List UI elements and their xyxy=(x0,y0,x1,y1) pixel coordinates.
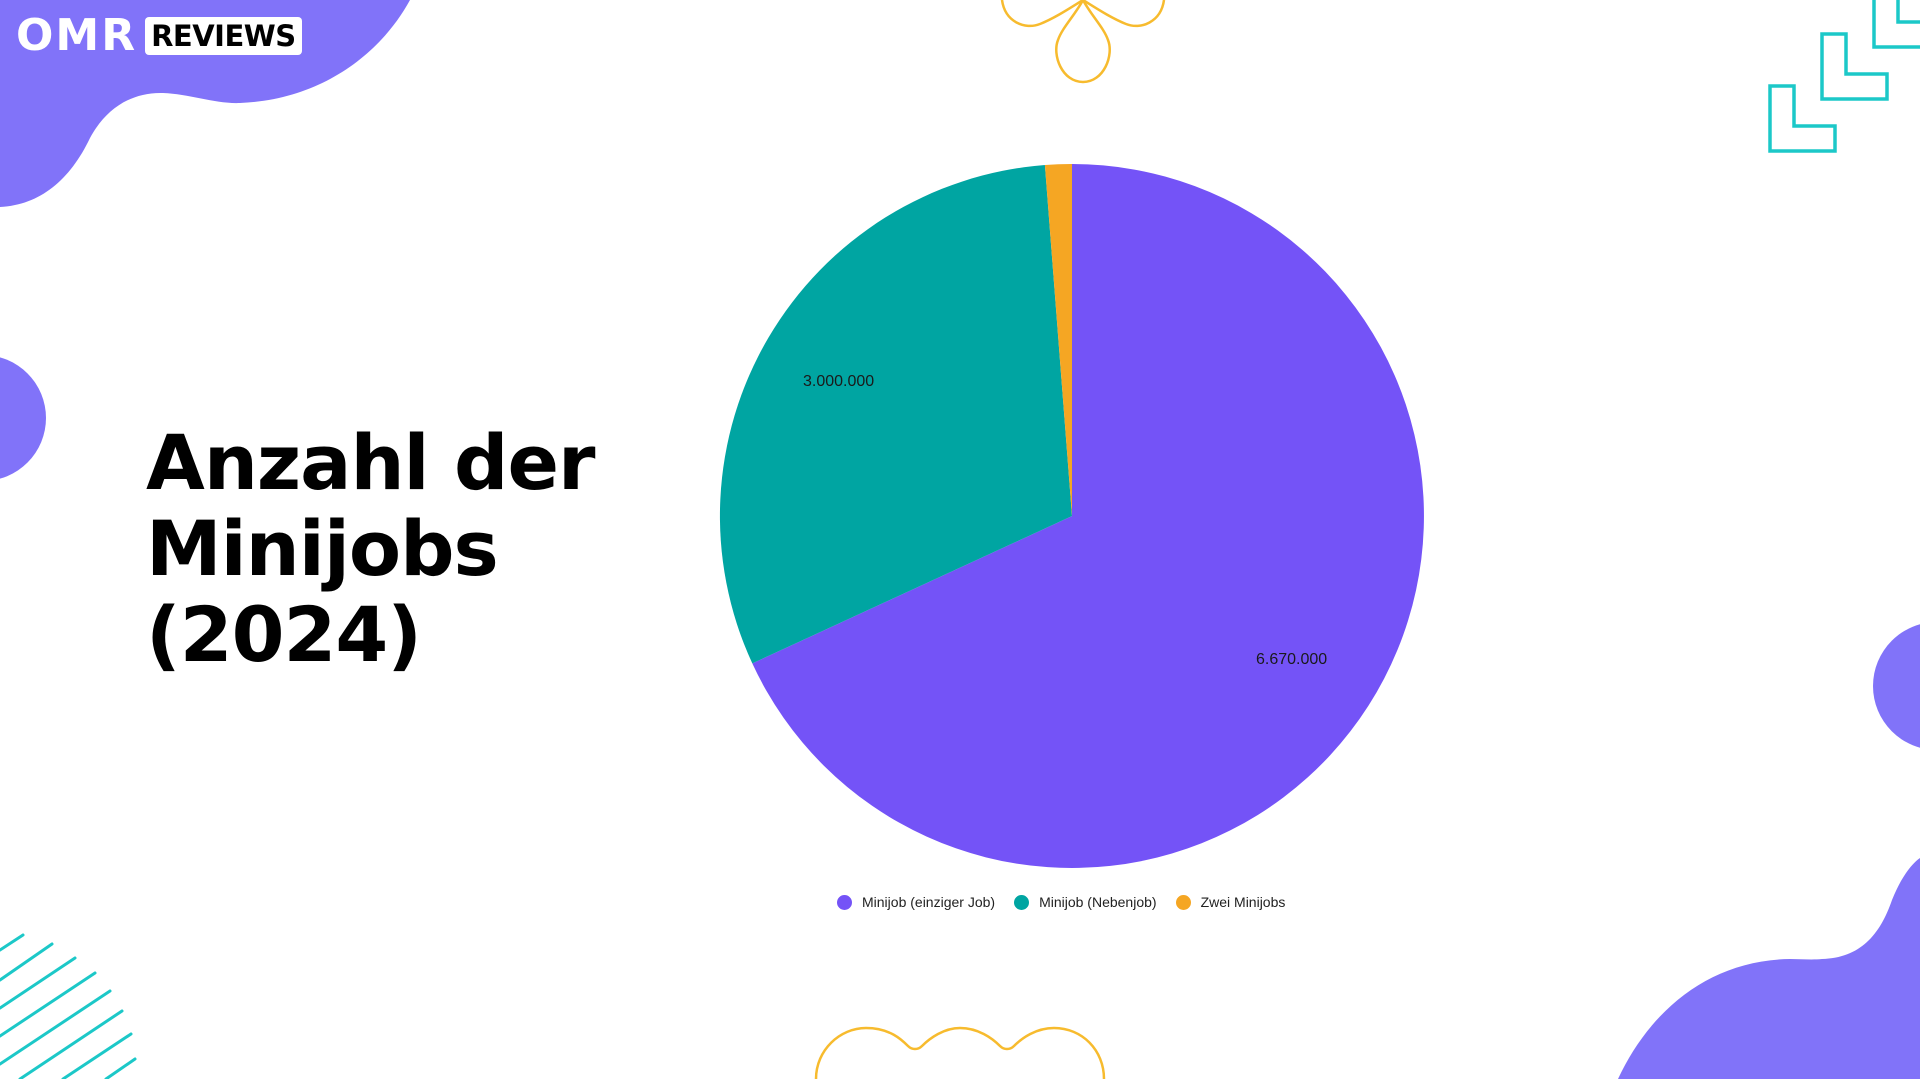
logo-product: REVIEWS xyxy=(145,17,302,55)
page-title: Anzahl der Minijobs (2024) xyxy=(146,420,646,678)
chart-legend: Minijob (einziger Job) Minijob (Nebenjob… xyxy=(837,894,1304,910)
omr-reviews-logo: OMR REVIEWS xyxy=(16,10,302,61)
data-label-nebenjob: 3.000.000 xyxy=(803,373,875,390)
title-line-2: Minijobs xyxy=(146,504,499,593)
legend-label: Minijob (einziger Job) xyxy=(862,894,996,910)
data-label-einziger-job: 6.670.000 xyxy=(1256,651,1328,668)
legend-item-einziger-job[interactable]: Minijob (einziger Job) xyxy=(837,894,995,910)
legend-item-nebenjob[interactable]: Minijob (Nebenjob) xyxy=(1014,894,1157,910)
legend-dot-icon xyxy=(837,894,852,910)
legend-item-zwei-minijobs[interactable]: Zwei Minijobs xyxy=(1175,894,1286,910)
logo-brand: OMR xyxy=(16,10,138,61)
legend-label: Minijob (Nebenjob) xyxy=(1039,894,1157,910)
title-line-3: (2024) xyxy=(146,590,422,679)
pie-slice-zwei-minijobs[interactable] xyxy=(1044,163,1072,517)
legend-dot-icon xyxy=(1014,894,1030,910)
pie-slice-minijob-einziger-job[interactable] xyxy=(752,164,1424,869)
legend-dot-icon xyxy=(1175,894,1191,910)
legend-label: Zwei Minijobs xyxy=(1200,894,1286,910)
title-line-1: Anzahl der xyxy=(146,418,596,507)
pie-slice-minijob-nebenjob[interactable] xyxy=(719,165,1072,664)
